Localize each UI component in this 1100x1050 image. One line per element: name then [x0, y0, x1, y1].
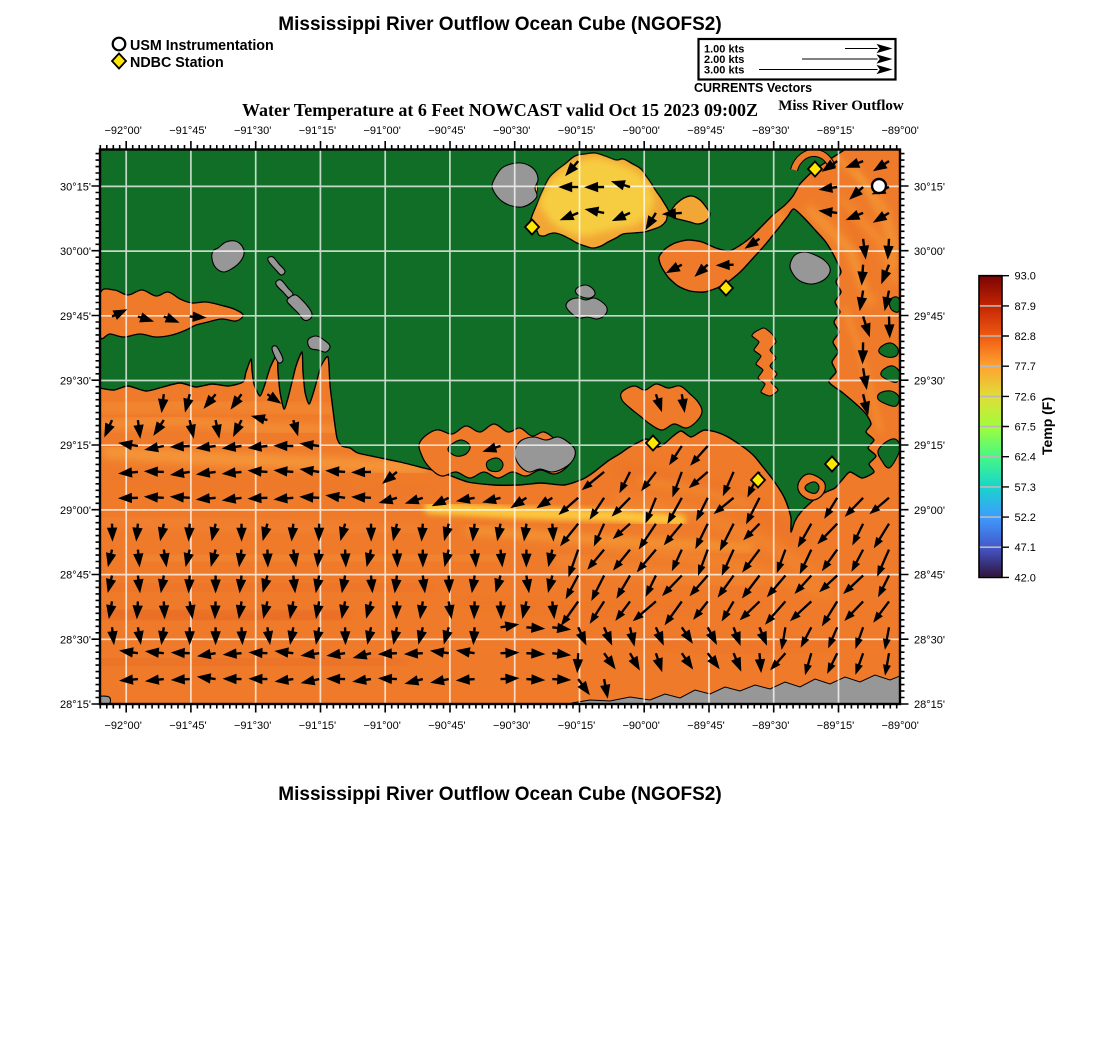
- svg-text:29°00': 29°00': [60, 505, 91, 517]
- svg-text:57.3: 57.3: [1015, 482, 1036, 494]
- svg-text:Mississippi River Outflow Ocea: Mississippi River Outflow Ocean Cube (NG…: [278, 784, 721, 805]
- svg-text:−90°00': −90°00': [622, 125, 659, 137]
- svg-text:47.1: 47.1: [1015, 542, 1036, 554]
- svg-text:93.0: 93.0: [1015, 271, 1036, 283]
- svg-text:−89°30': −89°30': [752, 720, 789, 732]
- svg-text:30°00': 30°00': [914, 246, 945, 258]
- svg-text:29°45': 29°45': [60, 311, 91, 323]
- svg-text:77.7: 77.7: [1015, 361, 1036, 373]
- svg-text:−90°15': −90°15': [558, 125, 595, 137]
- svg-text:−92°00': −92°00': [104, 125, 141, 137]
- svg-text:CURRENTS Vectors: CURRENTS Vectors: [694, 81, 812, 95]
- svg-text:Water Temperature at 6 Feet NO: Water Temperature at 6 Feet NOWCAST vali…: [242, 100, 758, 120]
- svg-text:−89°30': −89°30': [752, 125, 789, 137]
- svg-text:2.00 kts: 2.00 kts: [704, 54, 744, 66]
- svg-text:Temp (F): Temp (F): [1039, 397, 1055, 455]
- svg-text:−91°15': −91°15': [299, 125, 336, 137]
- svg-text:29°00': 29°00': [914, 505, 945, 517]
- svg-text:Miss River Outflow: Miss River Outflow: [778, 98, 904, 114]
- svg-text:NDBC Station: NDBC Station: [130, 55, 224, 71]
- svg-text:28°30': 28°30': [914, 634, 945, 646]
- svg-text:−91°45': −91°45': [169, 720, 206, 732]
- svg-text:29°30': 29°30': [914, 376, 945, 388]
- svg-text:−91°30': −91°30': [234, 125, 271, 137]
- svg-text:−89°15': −89°15': [817, 125, 854, 137]
- svg-text:−90°15': −90°15': [558, 720, 595, 732]
- svg-text:52.2: 52.2: [1015, 512, 1036, 524]
- svg-text:−90°45': −90°45': [428, 720, 465, 732]
- svg-text:Mississippi River Outflow Ocea: Mississippi River Outflow Ocean Cube (NG…: [278, 14, 721, 35]
- svg-text:29°30': 29°30': [60, 376, 91, 388]
- svg-text:3.00 kts: 3.00 kts: [704, 65, 744, 77]
- svg-text:−89°15': −89°15': [817, 720, 854, 732]
- svg-text:28°15': 28°15': [60, 699, 91, 711]
- svg-text:29°15': 29°15': [60, 440, 91, 452]
- svg-text:−90°30': −90°30': [493, 125, 530, 137]
- svg-text:−91°45': −91°45': [169, 125, 206, 137]
- svg-text:USM Instrumentation: USM Instrumentation: [130, 38, 274, 54]
- svg-text:−91°00': −91°00': [363, 125, 400, 137]
- svg-text:−90°45': −90°45': [428, 125, 465, 137]
- svg-text:82.8: 82.8: [1015, 331, 1036, 343]
- svg-text:87.9: 87.9: [1015, 301, 1036, 313]
- svg-text:−92°00': −92°00': [104, 720, 141, 732]
- svg-text:−91°30': −91°30': [234, 720, 271, 732]
- svg-text:−89°00': −89°00': [881, 125, 918, 137]
- svg-text:−89°45': −89°45': [687, 720, 724, 732]
- svg-text:42.0: 42.0: [1015, 572, 1036, 584]
- svg-text:28°15': 28°15': [914, 699, 945, 711]
- svg-text:29°45': 29°45': [914, 311, 945, 323]
- svg-text:−89°00': −89°00': [881, 720, 918, 732]
- svg-text:29°15': 29°15': [914, 440, 945, 452]
- svg-text:1.00 kts: 1.00 kts: [704, 44, 744, 56]
- svg-text:30°15': 30°15': [914, 181, 945, 193]
- svg-text:67.5: 67.5: [1015, 422, 1036, 434]
- svg-text:28°30': 28°30': [60, 634, 91, 646]
- svg-text:−89°45': −89°45': [687, 125, 724, 137]
- svg-text:−90°00': −90°00': [622, 720, 659, 732]
- svg-text:62.4: 62.4: [1015, 452, 1036, 464]
- svg-text:72.6: 72.6: [1015, 391, 1036, 403]
- svg-text:30°15': 30°15': [60, 181, 91, 193]
- svg-text:−91°15': −91°15': [299, 720, 336, 732]
- svg-text:28°45': 28°45': [60, 570, 91, 582]
- svg-text:−91°00': −91°00': [363, 720, 400, 732]
- svg-text:30°00': 30°00': [60, 246, 91, 258]
- svg-text:28°45': 28°45': [914, 570, 945, 582]
- svg-text:−90°30': −90°30': [493, 720, 530, 732]
